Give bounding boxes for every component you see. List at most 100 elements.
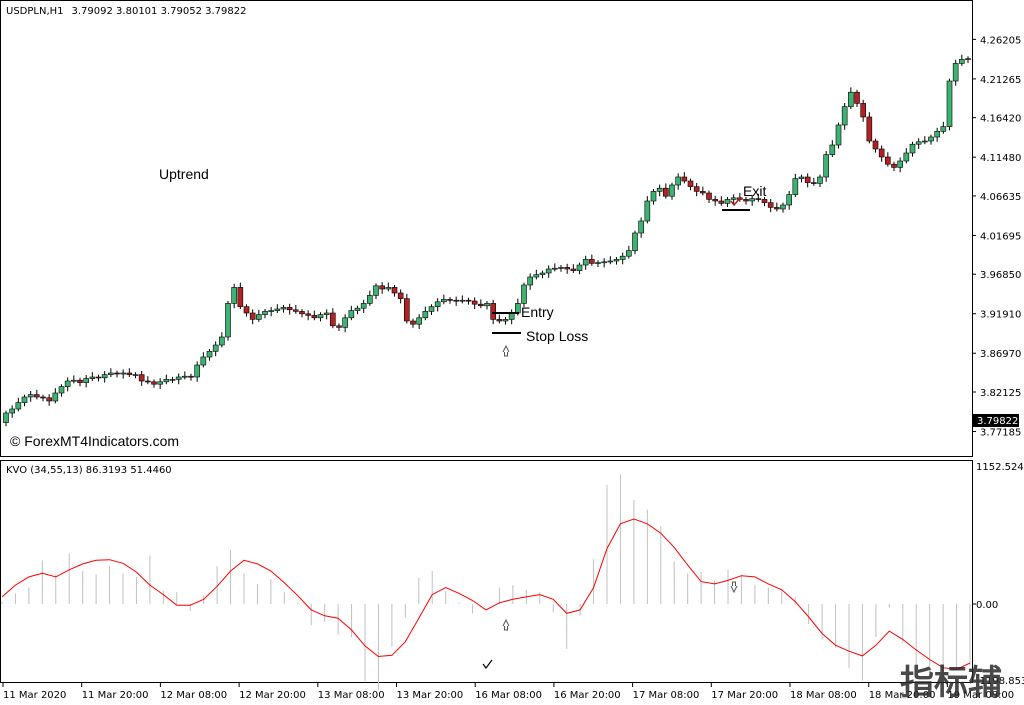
time-tick-label: 18 Mar 20:00 [869, 690, 936, 701]
candle-bear [700, 191, 706, 194]
candle-bear [663, 187, 669, 197]
time-tick-label: 16 Mar 08:00 [475, 690, 542, 701]
candle-bear [589, 259, 595, 264]
candle-bull [607, 260, 614, 263]
candle-bull [64, 380, 71, 387]
candle-bull [484, 303, 490, 307]
candle-bull [256, 314, 262, 320]
price-tick-label: 4.16420 [980, 114, 1021, 125]
candle-bear [336, 325, 342, 328]
candle-bear [237, 287, 244, 307]
candle-bull [934, 131, 940, 138]
kvo-histogram [1, 474, 971, 691]
candle-bear [410, 320, 416, 325]
candle-bear [471, 300, 478, 305]
candle-bear [46, 397, 52, 402]
candle-bear [774, 207, 780, 210]
candle-bear [496, 319, 503, 322]
price-tick-label: 3.96850 [980, 270, 1021, 281]
candle-bull [434, 301, 441, 307]
candle-bull [385, 287, 392, 290]
candle-bull [619, 255, 626, 260]
kvo-tick-bottom: -1198.8533 [976, 676, 1024, 687]
candle-bull [582, 259, 589, 266]
candle-bull [835, 124, 842, 146]
candle-bull [626, 250, 632, 257]
indicator-panel-frame [0, 460, 973, 683]
candle-bull [354, 307, 361, 311]
candle-bull [749, 198, 755, 202]
candle-bull [515, 303, 521, 314]
candle-bull [928, 136, 934, 142]
candle-bull [212, 344, 219, 352]
candle-bear [126, 372, 133, 375]
candle-bull [21, 396, 28, 403]
candle-bull [841, 106, 848, 126]
candle-bull [576, 264, 583, 271]
kvo-tick-zero: 0.00 [976, 600, 998, 611]
candle-bear [34, 394, 40, 398]
candle-bull [428, 306, 435, 312]
candle-bear [453, 299, 459, 302]
entry-annotation: Entry [521, 304, 554, 320]
candle-bull [644, 200, 651, 222]
candle-bull [194, 364, 200, 378]
candle-bull [817, 176, 823, 184]
candle-bull [903, 152, 910, 162]
candle-bear [40, 396, 46, 399]
candle-bull [521, 284, 527, 304]
price-tick-label: 3.91910 [980, 310, 1021, 321]
candle-bull [206, 351, 213, 358]
candle-bear [860, 103, 866, 118]
price-tick-label: 4.06635 [980, 192, 1021, 203]
exit-check-icon [730, 196, 742, 207]
candle-bull [459, 299, 466, 302]
candle-bull [848, 91, 854, 107]
candle-bull [730, 197, 737, 200]
candle-bear [681, 176, 688, 182]
price-axis: 4.26205 4.21265 4.16420 4.11480 4.06635 4.016… [972, 35, 1021, 439]
candle-bear [447, 299, 453, 301]
candle-bull [829, 144, 836, 155]
candle-bear [854, 91, 860, 104]
candle-bull [219, 336, 225, 346]
candle-bull [274, 308, 281, 311]
candle-bull [58, 386, 65, 394]
candle-bear [891, 163, 897, 168]
candle-bull [940, 126, 947, 132]
candle-bull [422, 311, 429, 319]
candle-bull [182, 375, 188, 378]
candle-bull [502, 319, 509, 322]
candle-bull [268, 310, 274, 312]
price-tick-label: 3.82125 [980, 388, 1021, 399]
candle-bull [360, 303, 367, 309]
candle-bear [872, 140, 879, 150]
candle-bear [465, 299, 472, 302]
candle-bull [71, 379, 77, 382]
candle-bull [552, 267, 558, 270]
candle-bear [811, 182, 817, 184]
price-tick-label: 4.26205 [980, 35, 1021, 46]
brand-logo: 指标辅 [900, 663, 1002, 703]
candle-bull [108, 372, 114, 375]
candle-bull [52, 392, 59, 402]
price-panel-frame [0, 0, 973, 457]
candle-bull [323, 312, 330, 315]
candle-bear [885, 156, 891, 165]
candle-bull [317, 314, 324, 319]
time-tick-label: 12 Mar 20:00 [239, 690, 306, 701]
candle-bull [922, 140, 928, 143]
candle-bull [656, 187, 663, 192]
candle-bull [367, 295, 373, 304]
candle-bull [669, 184, 675, 197]
time-tick-label: 12 Mar 08:00 [160, 690, 227, 701]
current-price-badge [973, 414, 1019, 427]
candle-bull [909, 143, 916, 154]
exit-annotation: Exit [743, 183, 766, 199]
candle-bull [915, 141, 922, 145]
candle-bear [693, 186, 700, 192]
candle-bear [145, 380, 151, 383]
watermark-text: © ForexMT4Indicators.com [10, 433, 179, 449]
candle-bull [169, 379, 176, 381]
